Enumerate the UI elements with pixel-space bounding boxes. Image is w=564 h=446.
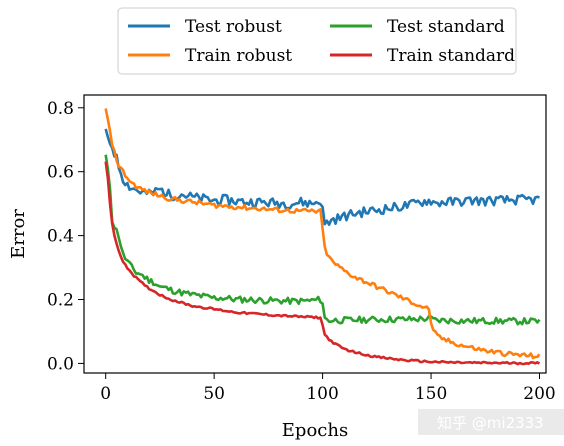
legend-label-train-standard: Train standard bbox=[387, 46, 515, 66]
x-tick-label: 150 bbox=[415, 384, 447, 404]
legend-label-test-standard: Test standard bbox=[387, 17, 505, 37]
y-tick-label: 0.4 bbox=[47, 227, 74, 247]
x-tick-label: 100 bbox=[306, 384, 338, 404]
legend-label-test-robust: Test robust bbox=[185, 17, 282, 37]
y-tick-label: 0.2 bbox=[47, 291, 74, 311]
y-tick-label: 0.6 bbox=[47, 163, 74, 183]
series-line-train-standard bbox=[104, 161, 541, 366]
legend: Test robust Test standard Train robust T… bbox=[117, 7, 517, 75]
watermark-background bbox=[418, 409, 564, 435]
watermark-text: 知乎 @mi2333 bbox=[437, 414, 544, 432]
legend-label-train-robust: Train robust bbox=[185, 46, 292, 66]
series-layer bbox=[104, 108, 541, 366]
y-tick-label: 0.8 bbox=[47, 99, 74, 119]
x-axis-label: Epochs bbox=[282, 420, 348, 441]
y-axis-label: Error bbox=[8, 209, 29, 259]
x-axis-ticks: 0 50 100 150 200 bbox=[100, 373, 556, 404]
series-line-test-robust bbox=[104, 128, 540, 226]
legend-frame bbox=[117, 7, 517, 75]
series-line-test-standard bbox=[104, 154, 541, 326]
x-tick-label: 50 bbox=[203, 384, 225, 404]
x-tick-label: 0 bbox=[100, 384, 111, 404]
x-tick-label: 200 bbox=[523, 384, 555, 404]
series-line-train-robust bbox=[104, 108, 541, 360]
y-axis-ticks: 0.0 0.2 0.4 0.6 0.8 bbox=[47, 99, 84, 374]
y-tick-label: 0.0 bbox=[47, 354, 74, 374]
plot-frame bbox=[83, 94, 547, 374]
